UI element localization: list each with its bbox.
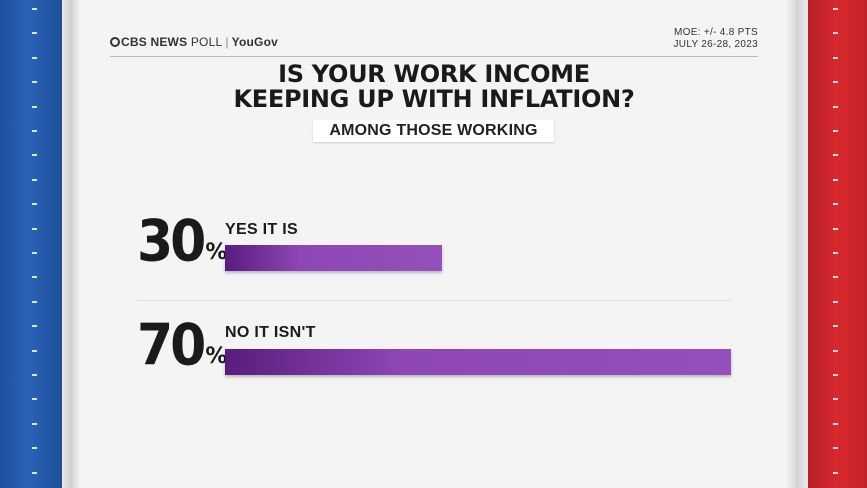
left-stripe-edge (62, 0, 80, 488)
right-red-stripe (808, 0, 867, 488)
brand-logo: CBS NEWS POLL | YouGov (110, 35, 278, 49)
right-stripe-tick (833, 472, 838, 474)
brand-partner: YouGov (231, 35, 278, 49)
value-label-yes: 30% (137, 209, 228, 275)
cbs-eye-icon (110, 37, 120, 47)
value-unit-yes: % (205, 240, 228, 265)
right-stripe-tick (833, 57, 838, 59)
brand-cbs: CBS NEWS (121, 35, 188, 49)
header-divider (110, 56, 758, 57)
value-number-yes: 30 (137, 209, 206, 275)
right-stripe-tick (833, 81, 838, 83)
poll-info: MOE: +/- 4.8 PTS JULY 26-28, 2023 (674, 27, 759, 51)
right-stripe-tick (833, 106, 838, 108)
right-stripe-tick (833, 374, 838, 376)
left-stripe-tick (32, 325, 37, 327)
left-stripe-tick (32, 301, 37, 303)
right-stripe-tick (833, 154, 838, 156)
right-stripe-tick (833, 398, 838, 400)
right-stripe-tick (833, 203, 838, 205)
category-label-yes: YES IT IS (225, 221, 298, 238)
poll-dates: JULY 26-28, 2023 (673, 39, 758, 50)
right-stripe-tick (833, 179, 838, 181)
left-stripe-tick (32, 252, 37, 254)
left-stripe-tick (32, 203, 37, 205)
right-stripe-tick (833, 8, 838, 10)
left-stripe-tick (32, 447, 37, 449)
brand-poll: POLL (190, 35, 223, 49)
right-stripe-tick (833, 32, 838, 34)
chart-subtitle: AMONG THOSE WORKING (313, 120, 554, 142)
right-stripe-tick (833, 130, 838, 132)
left-blue-stripe (0, 0, 62, 488)
right-stripe-edge (786, 0, 808, 488)
left-stripe-tick (32, 179, 37, 181)
margin-of-error: MOE: +/- 4.8 PTS (674, 27, 758, 38)
left-stripe-tick (32, 374, 37, 376)
left-stripe-tick (32, 472, 37, 474)
left-stripe-tick (32, 228, 37, 230)
brand-separator: | (225, 35, 229, 49)
left-stripe-tick (32, 130, 37, 132)
category-label-no: NO IT ISN'T (225, 324, 316, 341)
value-unit-no: % (205, 344, 228, 369)
chart-title-line-1: IS YOUR WORK INCOME (278, 60, 590, 88)
left-stripe-tick (32, 32, 37, 34)
value-number-no: 70 (137, 313, 206, 379)
right-stripe-tick (833, 447, 838, 449)
right-stripe-tick (833, 325, 838, 327)
chart-title-line-2: KEEPING UP WITH INFLATION? (233, 85, 635, 113)
value-label-no: 70% (137, 313, 228, 379)
chart-subtitle-wrap: AMONG THOSE WORKING (0, 120, 867, 142)
left-stripe-tick (32, 81, 37, 83)
left-stripe-tick (32, 154, 37, 156)
bar-no (225, 349, 731, 375)
left-stripe-tick (32, 106, 37, 108)
left-stripe-tick (32, 423, 37, 425)
right-stripe-tick (833, 276, 838, 278)
row-divider (137, 300, 731, 301)
left-stripe-tick (32, 398, 37, 400)
chart-title: IS YOUR WORK INCOME KEEPING UP WITH INFL… (110, 62, 758, 112)
right-stripe-tick (833, 350, 838, 352)
bar-yes (225, 245, 442, 271)
left-stripe-tick (32, 276, 37, 278)
left-stripe-tick (32, 8, 37, 10)
right-stripe-tick (833, 301, 838, 303)
right-stripe-tick (833, 228, 838, 230)
left-stripe-tick (32, 57, 37, 59)
right-stripe-tick (833, 252, 838, 254)
poll-panel (80, 0, 786, 488)
right-stripe-tick (833, 423, 838, 425)
left-stripe-tick (32, 350, 37, 352)
